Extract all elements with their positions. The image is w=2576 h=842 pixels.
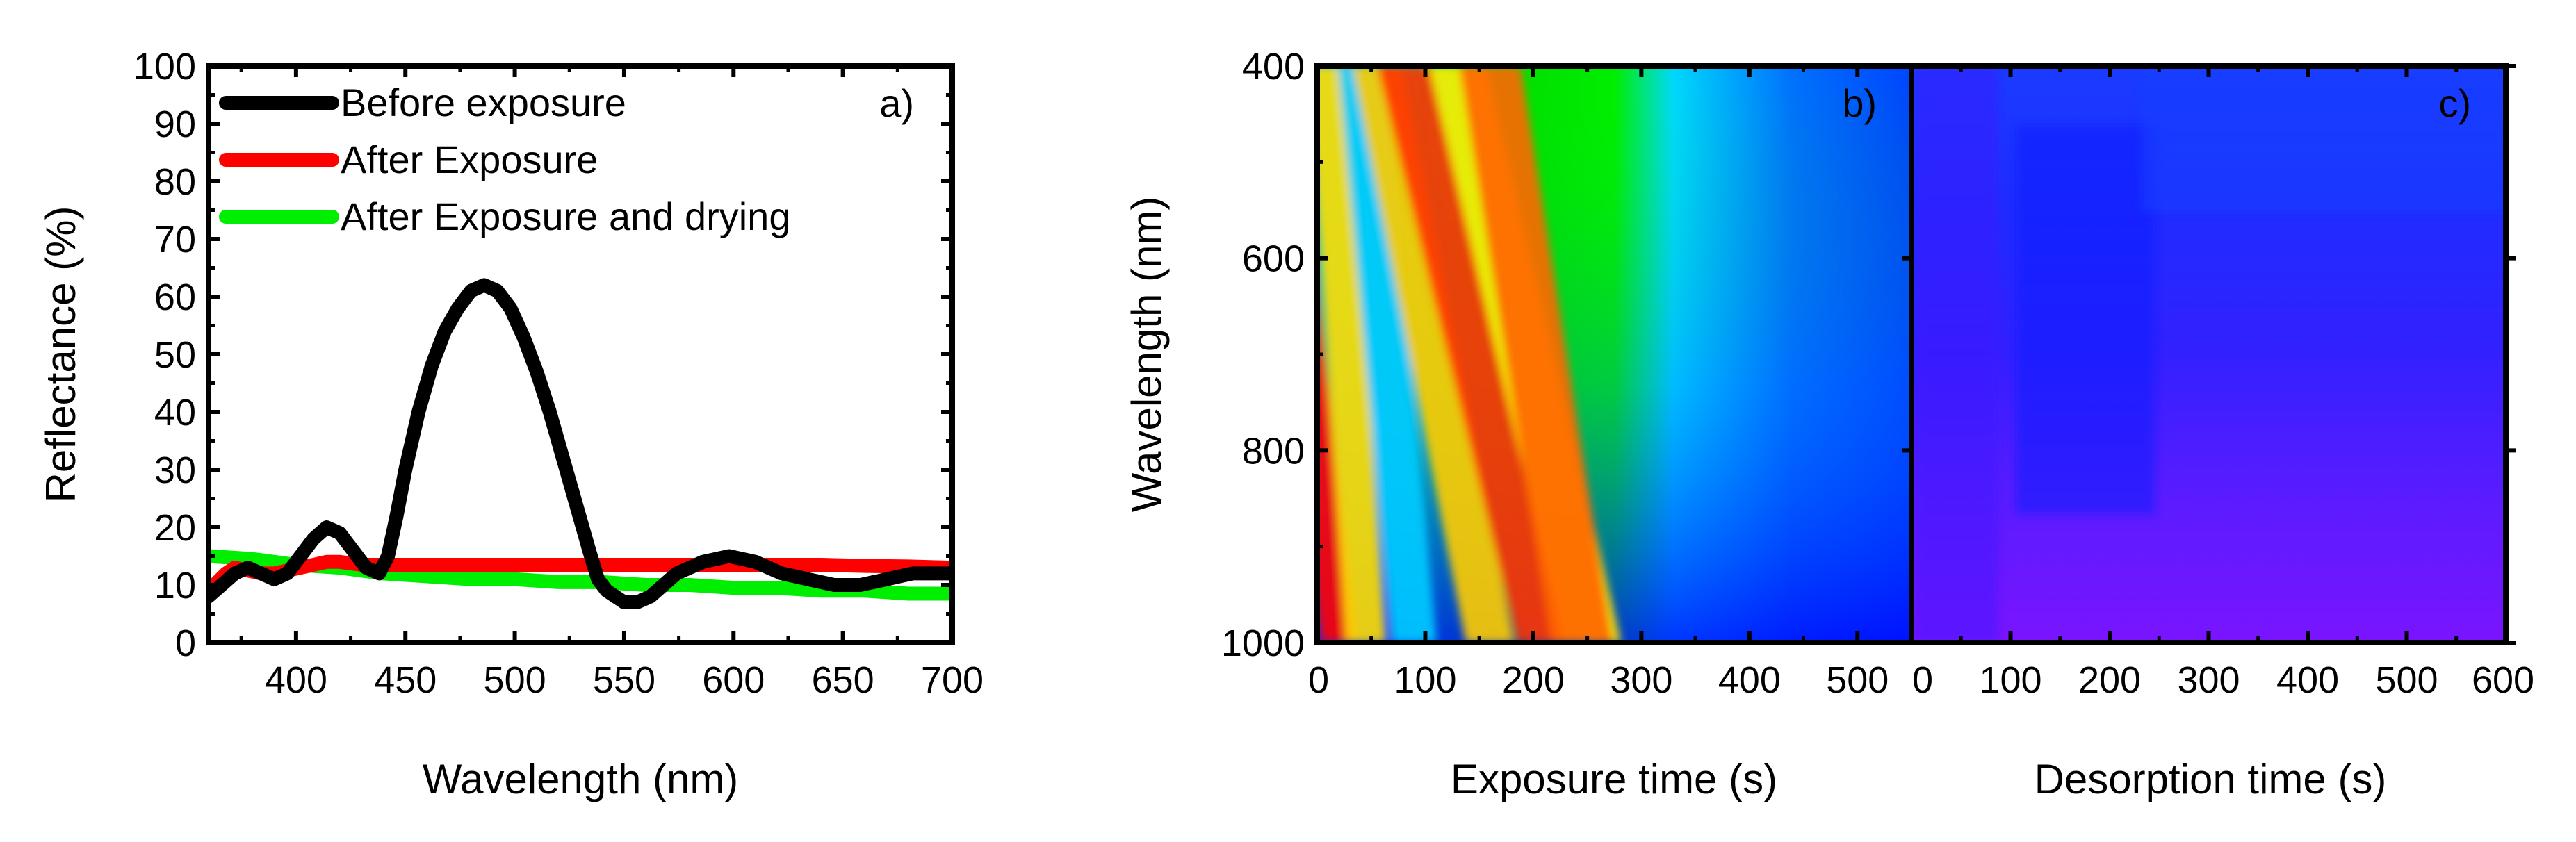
legend-label-2: After Exposure and drying [341, 195, 790, 238]
x-tick-label-c: 0 [1912, 659, 1933, 701]
x-tick-label-b: 0 [1308, 659, 1329, 701]
panel-c-label: c) [2438, 81, 2471, 125]
legend-label-1: After Exposure [341, 138, 598, 181]
x-tick-label-b: 400 [1718, 659, 1781, 701]
y-tick-label-a: 20 [154, 507, 196, 549]
panel-c-desorption-heatmap: 0 100 200 300 400 500 600 c) Desorption time (… [1909, 66, 2534, 802]
x-tick-label-a: 500 [484, 659, 546, 701]
y-tick-label-a: 80 [154, 161, 196, 203]
y-tick-label-b: 600 [1242, 238, 1305, 280]
series-line-0 [209, 278, 952, 609]
y-tick-label-a: 0 [175, 622, 196, 664]
interference-fringe-3 [1352, 66, 1515, 643]
x-tick-label-a: 600 [702, 659, 765, 701]
x-tick-label-a: 450 [374, 659, 437, 701]
panel-c-dark-region [2016, 125, 2155, 514]
x-tick-label-a: 400 [265, 659, 327, 701]
interference-fringe-1 [1317, 66, 1386, 643]
x-tick-label-a: 550 [593, 659, 655, 701]
x-tick-label-b: 200 [1502, 659, 1565, 701]
y-tick-label-a: 30 [154, 449, 196, 491]
legend-label-0: Before exposure [341, 81, 626, 124]
y-tick-label-a: 90 [154, 104, 196, 145]
interference-fringe-6 [1459, 66, 1613, 643]
x-tick-label-b: 100 [1394, 659, 1456, 701]
x-tick-label-a: 650 [812, 659, 874, 701]
y-tick-label-b: 800 [1242, 430, 1305, 472]
x-tick-label-b: 500 [1826, 659, 1889, 701]
panel-b-y-axis-title: Wavelength (nm) [1123, 197, 1170, 513]
panel-c-x-axis-title: Desorption time (s) [2035, 756, 2387, 802]
y-tick-label-a: 10 [154, 565, 196, 606]
panel-b-label: b) [1842, 81, 1877, 125]
x-tick-label-c: 200 [2078, 659, 2141, 701]
panel-a-x-axis-title: Wavelength (nm) [423, 756, 739, 802]
x-tick-label-c: 100 [1979, 659, 2041, 701]
y-tick-label-a: 100 [133, 46, 196, 88]
x-tick-label-c: 600 [2472, 659, 2534, 701]
panel-a-y-axis-title: Reflectance (%) [38, 206, 84, 503]
y-tick-label-a: 60 [154, 276, 196, 318]
panel-c-top-region [2141, 66, 2506, 212]
panel-a-reflectance-chart: 400 450 500 550 600 650 700 0 10 20 30 40 50 60 70 80 90… [38, 46, 984, 802]
y-tick-label-a: 70 [154, 219, 196, 261]
x-tick-label-a: 700 [921, 659, 984, 701]
panel-a-label: a) [879, 81, 914, 125]
panel-a-legend: Before exposure After Exposure After Expos… [219, 81, 790, 238]
x-tick-label-c: 400 [2276, 659, 2339, 701]
x-tick-label-c: 500 [2375, 659, 2438, 701]
interference-fringe-4 [1377, 66, 1571, 643]
interference-fringe-2 [1338, 66, 1437, 643]
panel-c-frame [1909, 63, 2509, 645]
y-tick-label-a: 50 [154, 334, 196, 376]
x-tick-label-b: 300 [1610, 659, 1672, 701]
panel-b-x-axis-title: Exposure time (s) [1451, 756, 1777, 802]
y-tick-label-b: 1000 [1221, 622, 1305, 664]
y-tick-label-a: 40 [154, 392, 196, 434]
panel-c-early-band [1915, 66, 1998, 643]
x-tick-label-c: 300 [2177, 659, 2240, 701]
y-tick-label-b: 400 [1242, 46, 1305, 88]
